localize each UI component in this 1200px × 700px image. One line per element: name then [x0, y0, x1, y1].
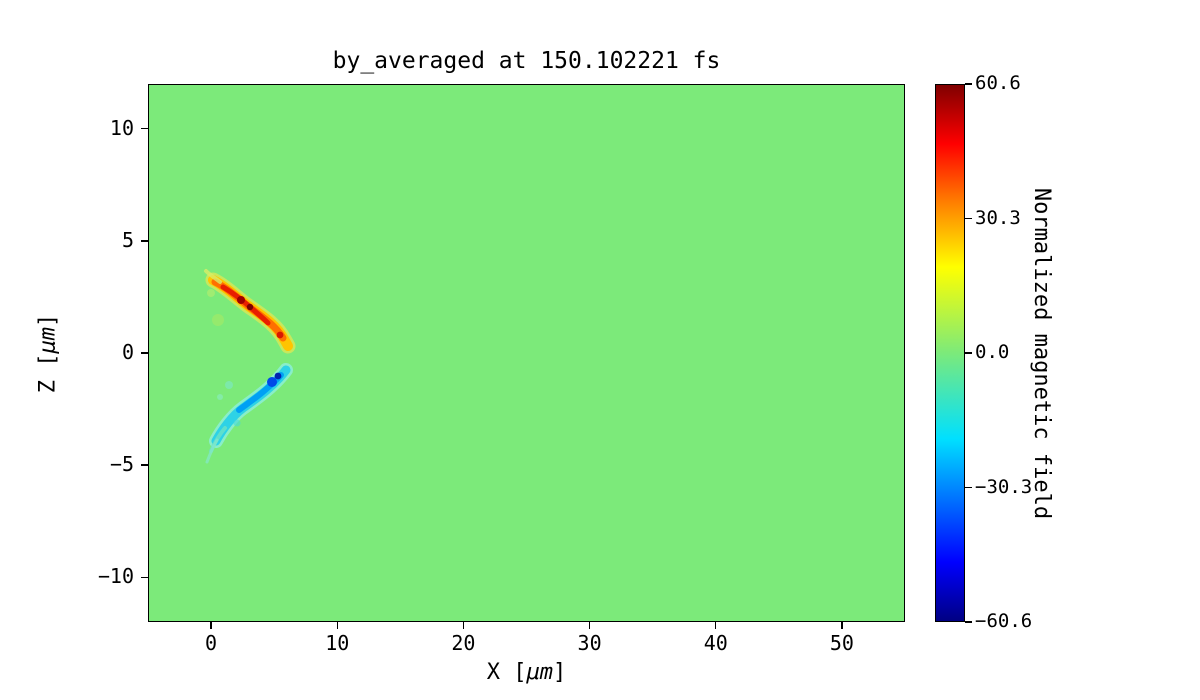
colorbar-label: Normalized magnetic field [1029, 187, 1055, 519]
x-tick-mark [336, 622, 338, 629]
x-axis-label: X [μm] [148, 660, 905, 685]
x-tick-label: 30 [577, 631, 602, 655]
y-tick-label: 5 [121, 227, 134, 252]
x-tick-label: 10 [325, 631, 350, 655]
y-tick-mark [141, 576, 148, 578]
x-tick-mark [841, 622, 843, 629]
x-tick-label: 40 [703, 631, 728, 655]
x-axis-label-mu: μm [526, 660, 554, 685]
y-tick-mark [141, 240, 148, 242]
colorbar-tick-mark [965, 83, 972, 85]
x-tick-mark [462, 622, 464, 629]
x-axis-label-prefix: X [ [486, 660, 527, 685]
y-tick-mark [141, 352, 148, 354]
x-axis-label-suffix: ] [553, 660, 567, 685]
colorbar-tick-mark [965, 486, 972, 489]
plot-title: by_averaged at 150.102221 fs [332, 48, 721, 74]
x-tick-label: 0 [205, 631, 218, 655]
colorbar-tick-mark [965, 217, 972, 220]
colorbar-tick-label: 30.3 [975, 206, 1021, 229]
field-feature [204, 269, 296, 464]
y-tick-label: −10 [97, 564, 134, 589]
y-tick-mark [141, 128, 148, 130]
colorbar-tick-mark [965, 621, 972, 623]
x-tick-label: 50 [829, 631, 854, 655]
colorbar-tick-mark [965, 352, 972, 354]
y-tick-label: 10 [109, 115, 134, 140]
x-tick-mark [715, 622, 717, 629]
x-tick-mark [210, 622, 212, 629]
y-tick-label: 0 [121, 340, 134, 364]
colorbar-tick-label: −30.3 [975, 475, 1033, 498]
y-axis-label-suffix: ] [35, 313, 61, 327]
colorbar-tick-label: −60.6 [975, 610, 1033, 632]
y-tick-label: −5 [109, 452, 134, 477]
x-tick-mark [588, 622, 591, 629]
y-tick-mark [141, 464, 148, 466]
x-tick-label: 20 [451, 631, 476, 655]
colorbar-tick-label: 0.0 [975, 341, 1010, 363]
colorbar [935, 84, 965, 622]
colorbar-label-wrap: Normalized magnetic field [1022, 84, 1062, 622]
plot-area [148, 84, 905, 622]
colorbar-tick-label: 60.6 [975, 72, 1021, 94]
